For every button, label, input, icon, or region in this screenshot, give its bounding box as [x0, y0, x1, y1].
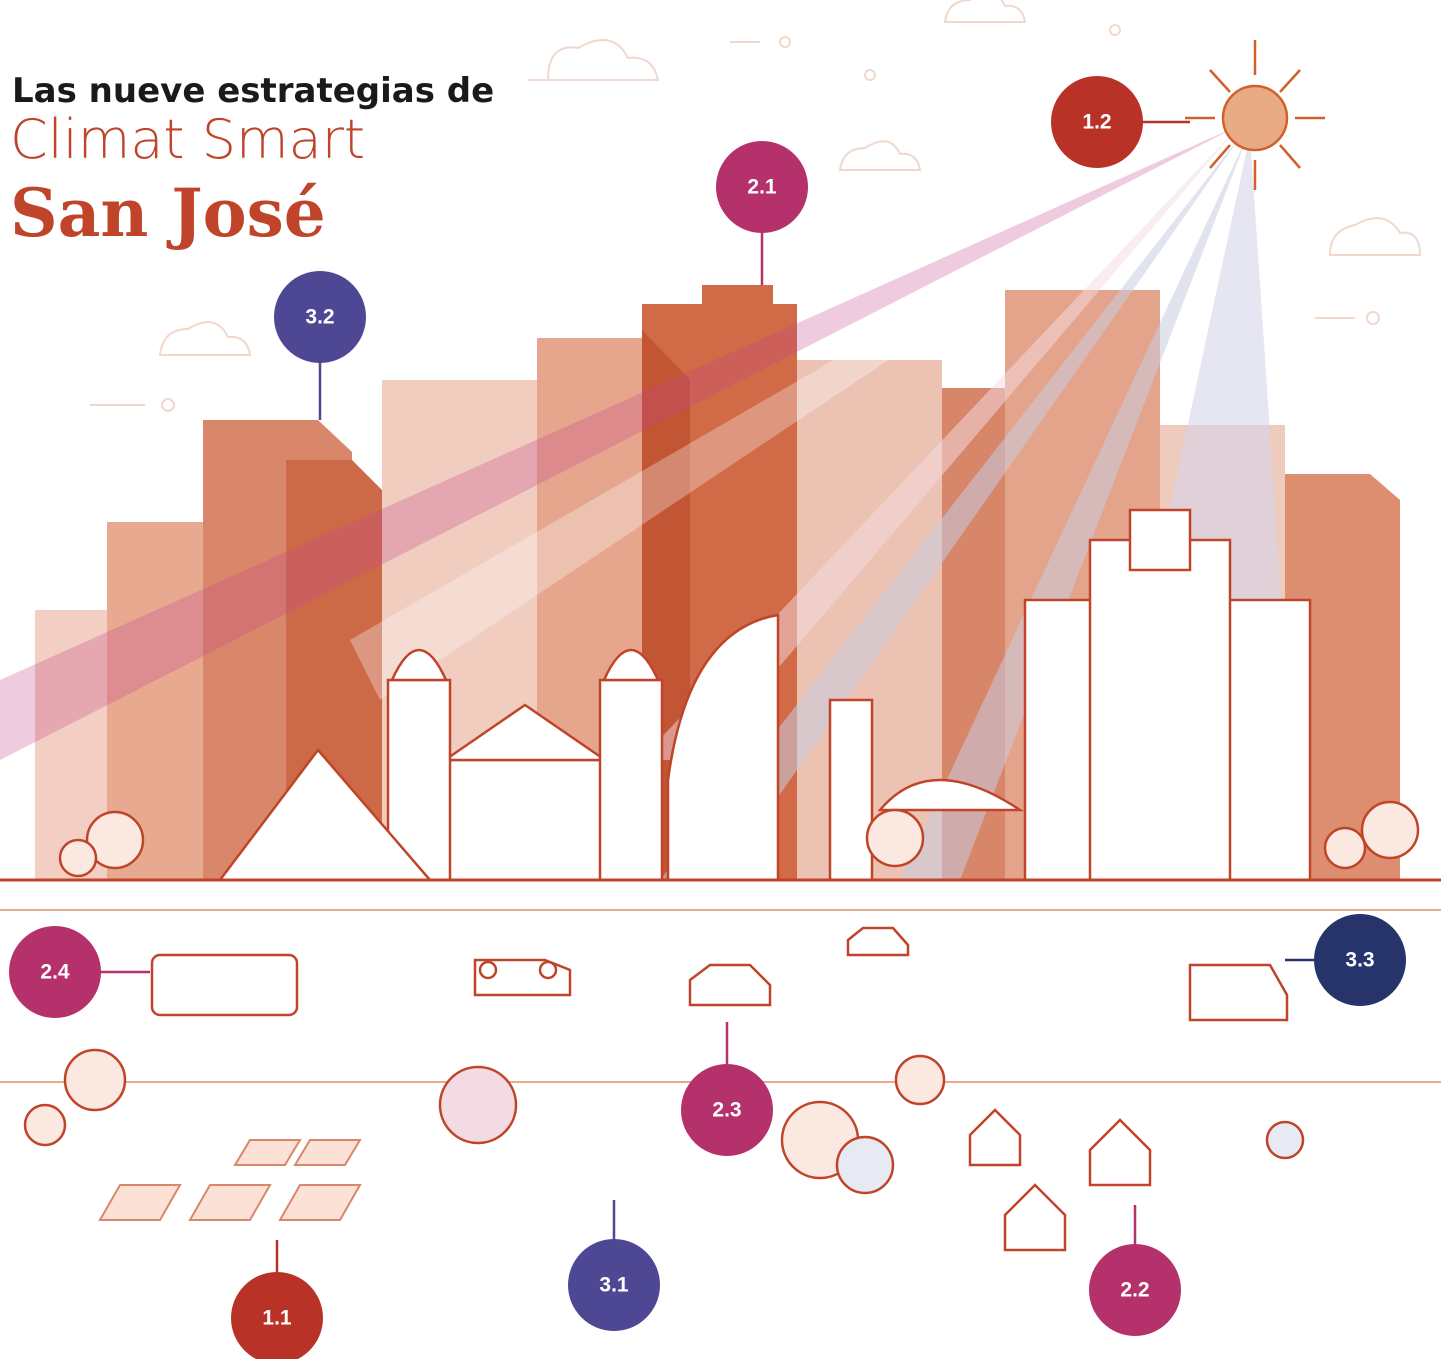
marker-label: 3.2 — [305, 306, 334, 329]
houses — [970, 1110, 1150, 1250]
marker-label: 3.3 — [1345, 949, 1374, 972]
marker-label: 2.3 — [712, 1099, 741, 1122]
vehicles — [152, 928, 1287, 1020]
title-line1: Las nueve estrategias de — [12, 71, 494, 111]
title-line3: San José — [10, 174, 326, 252]
marker-label: 2.4 — [40, 961, 70, 984]
marker-label: 3.1 — [599, 1274, 629, 1297]
marker-label: 1.1 — [262, 1307, 292, 1330]
panels — [100, 1140, 360, 1220]
sun — [1185, 40, 1325, 190]
marker-label: 2.1 — [747, 176, 777, 199]
scene: 1.2 2.1 3.2 2.4 3.3 2.3 3.1 2.2 1.1 Las nueve es… — [0, 0, 1441, 1359]
marker-label: 2.2 — [1120, 1279, 1149, 1302]
marker-label: 1.2 — [1082, 111, 1111, 134]
title-line2: Climat Smart — [10, 108, 365, 171]
